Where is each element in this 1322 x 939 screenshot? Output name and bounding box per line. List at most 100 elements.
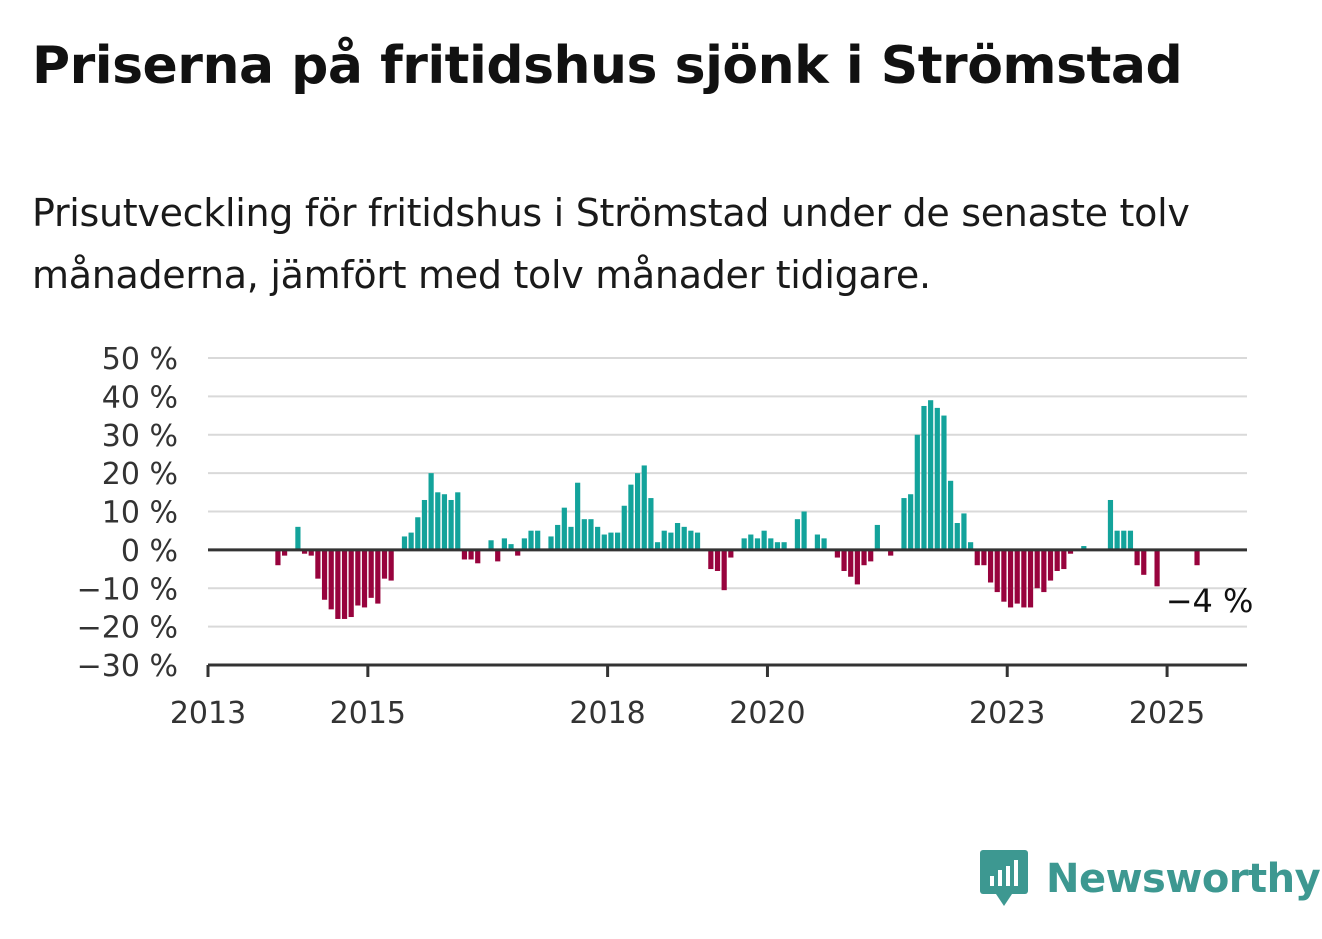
bar (1067, 549, 1074, 554)
bar (515, 549, 521, 556)
bar (601, 534, 607, 550)
bar (428, 473, 434, 550)
x-tick-label: 2020 (729, 696, 805, 731)
bar (748, 534, 754, 550)
bar (281, 549, 288, 556)
bar (1127, 530, 1134, 550)
bar (821, 538, 827, 550)
bar (441, 494, 448, 550)
bar (1001, 549, 1007, 602)
bar (588, 519, 594, 550)
bar (375, 549, 381, 604)
bar (1121, 530, 1127, 550)
bar (1107, 499, 1114, 550)
bar (694, 532, 701, 550)
bar (814, 534, 821, 550)
bar (321, 549, 328, 600)
bar (448, 499, 454, 550)
bar (1034, 549, 1040, 589)
bar (455, 492, 461, 550)
bar (981, 549, 987, 566)
bar (461, 549, 468, 560)
bar (721, 549, 727, 591)
bar (928, 400, 934, 550)
y-tick-label: 50 % (102, 342, 178, 377)
bar (708, 549, 714, 570)
bar (1061, 549, 1067, 570)
bar-chart: 50 %40 % 30 %20 % 10 %0 %−10 % −20 %−30 % 20… (77, 342, 1254, 731)
x-tick-label: 2013 (170, 696, 246, 731)
bar (475, 549, 481, 564)
bar (688, 530, 694, 550)
bar (621, 505, 627, 550)
bar (654, 542, 661, 550)
bar (561, 507, 567, 550)
bar (361, 549, 368, 608)
bar (861, 549, 867, 566)
bar (488, 540, 494, 550)
bar (781, 542, 787, 550)
y-tick-label: −10 % (77, 572, 178, 607)
bar (941, 415, 947, 550)
bar (435, 492, 441, 550)
y-tick-label: 20 % (102, 457, 178, 492)
annotation-label: −4 % (1166, 582, 1254, 620)
bar (1194, 549, 1200, 566)
y-tick-label: 30 % (102, 419, 178, 454)
bar (628, 484, 634, 550)
bar (568, 526, 574, 550)
bar (968, 542, 974, 550)
bar (1027, 549, 1034, 608)
bar (315, 549, 321, 579)
bar (1134, 549, 1140, 566)
bar (1154, 549, 1160, 587)
bar (401, 536, 408, 550)
bar (674, 523, 681, 550)
bar (421, 499, 428, 550)
bar (868, 549, 874, 562)
bar (908, 494, 914, 550)
bar (341, 549, 348, 619)
bar (1054, 549, 1060, 571)
y-tick-label: −20 % (77, 611, 178, 646)
bar (1047, 549, 1054, 581)
bar (275, 549, 281, 566)
y-tick-label: 10 % (102, 496, 178, 531)
x-tick-label: 2018 (569, 696, 645, 731)
y-tick-label: 40 % (102, 380, 178, 415)
bar (874, 524, 880, 550)
chart-subtitle: Prisutveckling för fritidshus i Strömsta… (32, 191, 1190, 297)
bar (1141, 549, 1147, 575)
bar (528, 530, 534, 550)
bar (987, 549, 994, 583)
bar (661, 530, 667, 550)
brand-name: Newsworthy (1046, 856, 1321, 902)
bar (774, 542, 781, 550)
bar (934, 407, 940, 550)
bar (848, 549, 854, 577)
bar (335, 549, 341, 619)
bar (714, 549, 721, 571)
bar (415, 517, 421, 550)
grid-lines (208, 357, 1247, 628)
tick-labels: 50 %40 % 30 %20 % 10 %0 %−10 % −20 %−30 % 20… (77, 342, 1254, 731)
y-tick-label: −30 % (77, 649, 178, 684)
bar (615, 532, 621, 550)
bar (388, 549, 394, 581)
bar (348, 549, 354, 618)
bar (728, 549, 734, 558)
x-tick-label: 2025 (1129, 696, 1205, 731)
bar (794, 519, 801, 550)
axes (206, 548, 1247, 677)
bar (608, 532, 614, 550)
y-tick-label: 0 % (121, 534, 178, 569)
bar (1081, 546, 1087, 550)
bar (948, 480, 954, 550)
newsworthy-logo-icon (980, 850, 1028, 906)
bar (994, 549, 1000, 593)
bar (914, 434, 920, 550)
bar (1014, 549, 1020, 604)
bar (754, 538, 761, 550)
bar (641, 465, 647, 550)
bar (368, 549, 374, 598)
